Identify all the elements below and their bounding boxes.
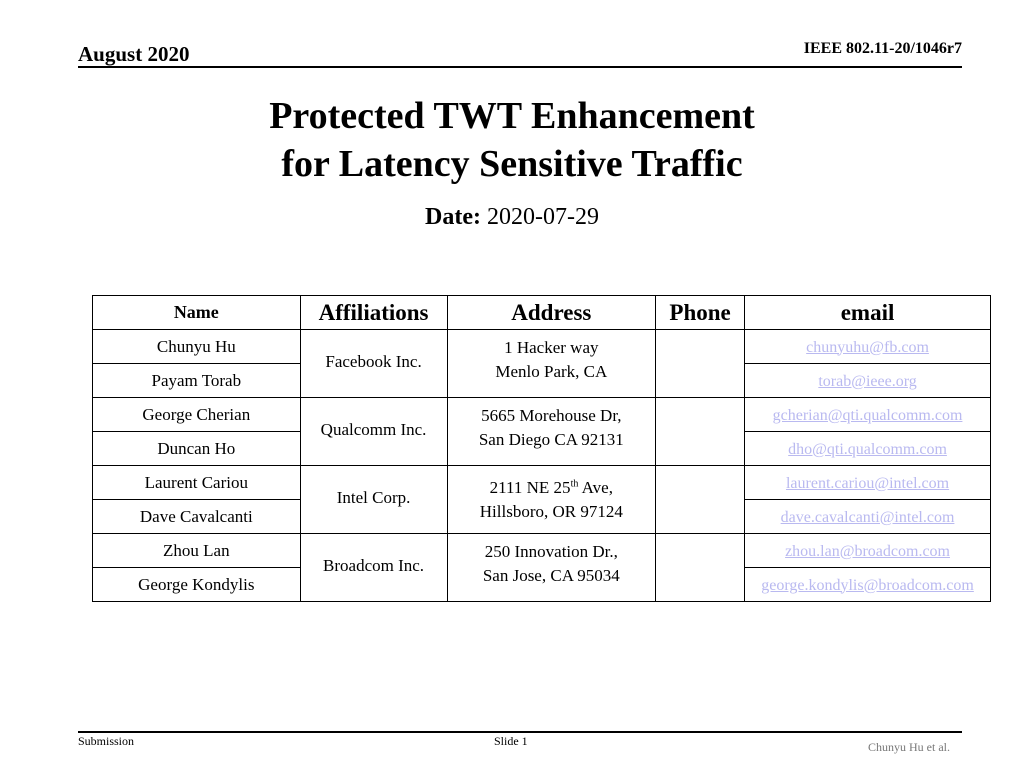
affiliation: Intel Corp. xyxy=(299,465,448,534)
header-phone: Phone xyxy=(655,295,746,330)
slide-title: Protected TWT Enhancement for Latency Se… xyxy=(0,92,1024,188)
address-line-1: 1 Hacker way xyxy=(504,338,599,357)
email-link[interactable]: dho@qti.qualcomm.com xyxy=(788,440,947,458)
address: 5665 Morehouse Dr, San Diego CA 92131 xyxy=(446,397,657,466)
footer-divider xyxy=(78,731,962,733)
phone xyxy=(655,533,746,602)
email-cell: laurent.cariou@intel.com xyxy=(744,465,991,500)
table-row: Zhou Lan Broadcom Inc. 250 Innovation Dr.,… xyxy=(92,533,991,602)
table-row: George Kondylis george.kondylis@broadcom.… xyxy=(92,567,991,602)
address: 250 Innovation Dr., San Jose, CA 95034 xyxy=(446,533,657,602)
title-line-2: for Latency Sensitive Traffic xyxy=(281,143,743,185)
table-row: Dave Cavalcanti dave.cavalcanti@intel.com xyxy=(92,499,991,534)
person-name: Chunyu Hu xyxy=(92,329,301,364)
person-name: Laurent Cariou xyxy=(92,465,301,500)
document-id: IEEE 802.11-20/1046r7 xyxy=(803,40,962,57)
email-cell: dho@qti.qualcomm.com xyxy=(744,431,991,466)
email-link[interactable]: dave.cavalcanti@intel.com xyxy=(780,508,955,526)
person-name: George Kondylis xyxy=(92,567,301,602)
address-line-1: 5665 Morehouse Dr, xyxy=(481,406,622,425)
phone xyxy=(655,329,746,398)
email-cell: dave.cavalcanti@intel.com xyxy=(744,499,991,534)
address-line-2: San Diego CA 92131 xyxy=(478,430,624,449)
address: 1 Hacker way Menlo Park, CA xyxy=(446,329,657,398)
email-link[interactable]: torab@ieee.org xyxy=(818,372,917,390)
email-link[interactable]: zhou.lan@broadcom.com xyxy=(785,542,950,560)
email-cell: torab@ieee.org xyxy=(744,363,991,398)
affiliation: Broadcom Inc. xyxy=(299,533,448,602)
authors-table: Name Affiliations Address Phone email Ch… xyxy=(92,295,991,602)
person-name: Zhou Lan xyxy=(92,533,301,568)
header-email: email xyxy=(744,295,991,330)
address-line-1: 250 Innovation Dr., xyxy=(484,542,618,561)
person-name: Payam Torab xyxy=(92,363,301,398)
footer-slide-number: Slide 1 xyxy=(494,734,528,748)
email-link[interactable]: laurent.cariou@intel.com xyxy=(785,474,950,492)
affiliation: Facebook Inc. xyxy=(299,329,448,398)
address-line-1: 2111 NE 25th Ave, xyxy=(489,477,613,497)
table-row: Duncan Ho dho@qti.qualcomm.com xyxy=(92,431,991,466)
header-address: Address xyxy=(446,295,657,330)
person-name: Duncan Ho xyxy=(92,431,301,466)
footer-author: Chunyu Hu et al. xyxy=(868,740,950,754)
phone xyxy=(655,397,746,466)
title-line-1: Protected TWT Enhancement xyxy=(269,95,755,137)
table-row: Chunyu Hu Facebook Inc. 1 Hacker way Menlo … xyxy=(92,329,991,398)
header-name: Name xyxy=(92,295,301,330)
address-line-2: Menlo Park, CA xyxy=(495,362,608,381)
date-value: 2020-07-29 xyxy=(486,204,599,230)
email-cell: george.kondylis@broadcom.com xyxy=(744,567,991,602)
email-link[interactable]: gcherian@qti.qualcomm.com xyxy=(772,406,963,424)
email-cell: gcherian@qti.qualcomm.com xyxy=(744,397,991,432)
footer-submission: Submission xyxy=(78,734,135,748)
date-line: Date: 2020-07-29 xyxy=(0,204,1024,231)
address: 2111 NE 25th Ave, Hillsboro, OR 97124 xyxy=(446,465,657,534)
address-line-2: Hillsboro, OR 97124 xyxy=(479,501,623,521)
phone xyxy=(655,465,746,534)
header-divider xyxy=(78,66,962,68)
person-name: George Cherian xyxy=(92,397,301,432)
person-name: Dave Cavalcanti xyxy=(92,499,301,534)
affiliation: Qualcomm Inc. xyxy=(299,397,448,466)
table-row: Laurent Cariou Intel Corp. 2111 NE 25th Av… xyxy=(92,465,991,534)
table-row: George Cherian Qualcomm Inc. 5665 Morehous… xyxy=(92,397,991,466)
email-cell: chunyuhu@fb.com xyxy=(744,329,991,364)
table-row: Payam Torab torab@ieee.org xyxy=(92,363,991,398)
address-line-2: San Jose, CA 95034 xyxy=(482,566,620,585)
date-label: Date: xyxy=(425,204,481,230)
header-affiliations: Affiliations xyxy=(299,295,448,330)
email-cell: zhou.lan@broadcom.com xyxy=(744,533,991,568)
email-link[interactable]: george.kondylis@broadcom.com xyxy=(761,576,974,594)
email-link[interactable]: chunyuhu@fb.com xyxy=(806,338,929,356)
header-date: August 2020 xyxy=(78,42,190,66)
